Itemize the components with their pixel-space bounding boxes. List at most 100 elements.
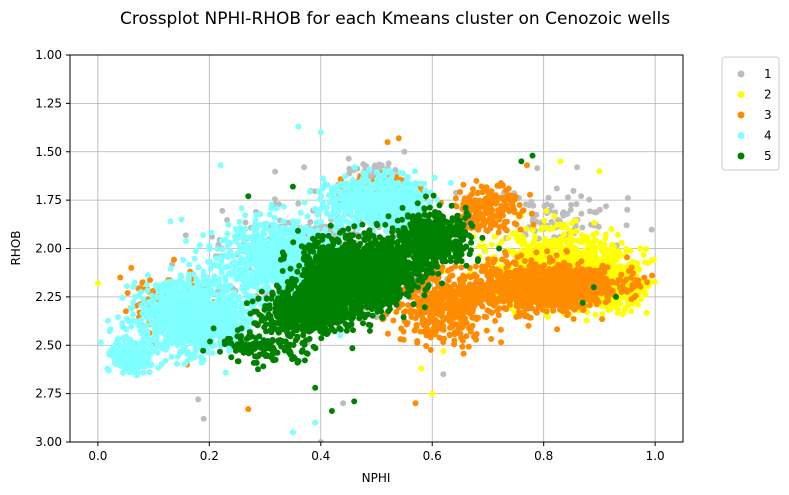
data-point-series-2 bbox=[599, 243, 606, 249]
data-point-series-3 bbox=[512, 295, 519, 302]
data-point-series-3 bbox=[628, 274, 635, 281]
data-point-series-3 bbox=[635, 277, 642, 284]
data-point-series-2 bbox=[640, 251, 647, 258]
data-point-series-2 bbox=[546, 226, 553, 233]
data-point-series-2 bbox=[491, 233, 498, 240]
data-point-series-3 bbox=[124, 290, 131, 296]
data-point-series-3 bbox=[447, 285, 454, 292]
data-point-series-2 bbox=[561, 222, 568, 229]
data-point-series-3 bbox=[619, 283, 626, 290]
data-point-series-4 bbox=[174, 360, 180, 367]
data-point-series-3 bbox=[492, 317, 499, 324]
data-point-series-4 bbox=[222, 369, 229, 376]
data-point-series-2 bbox=[551, 213, 558, 220]
data-point-series-3 bbox=[613, 280, 620, 286]
data-point-series-1 bbox=[317, 439, 324, 442]
data-point-series-1 bbox=[385, 160, 392, 167]
data-point-series-3 bbox=[565, 274, 572, 281]
data-point-series-3 bbox=[566, 267, 573, 273]
data-point-series-3 bbox=[488, 211, 495, 217]
data-point-series-2 bbox=[568, 220, 575, 227]
data-point-series-3 bbox=[390, 317, 397, 324]
data-point-series-3 bbox=[430, 310, 437, 317]
data-point-series-3 bbox=[530, 221, 537, 228]
data-point-series-2 bbox=[638, 296, 644, 303]
data-point-series-3 bbox=[457, 189, 463, 195]
data-point-series-2 bbox=[651, 278, 658, 285]
data-point-series-3 bbox=[582, 290, 589, 297]
data-point-series-3 bbox=[516, 213, 523, 220]
data-point-series-3 bbox=[448, 265, 455, 272]
data-point-series-3 bbox=[442, 293, 449, 300]
data-point-series-4 bbox=[107, 326, 114, 333]
data-point-series-3 bbox=[544, 248, 551, 255]
data-point-series-2 bbox=[523, 225, 530, 232]
data-point-series-2 bbox=[606, 270, 613, 277]
data-point-series-2 bbox=[518, 233, 525, 240]
data-point-series-3 bbox=[517, 226, 524, 233]
data-point-series-2 bbox=[634, 301, 641, 308]
data-point-series-2 bbox=[573, 245, 580, 252]
data-point-series-3 bbox=[556, 269, 563, 276]
data-point-series-3 bbox=[465, 325, 472, 332]
data-point-series-3 bbox=[471, 284, 478, 291]
data-point-series-1 bbox=[578, 193, 585, 200]
data-point-series-3 bbox=[487, 221, 494, 228]
data-point-series-2 bbox=[596, 168, 603, 175]
data-point-series-3 bbox=[499, 279, 505, 285]
data-point-series-2 bbox=[636, 266, 643, 273]
data-point-series-3 bbox=[516, 202, 523, 208]
data-point-series-3 bbox=[472, 263, 479, 270]
data-point-series-3 bbox=[576, 288, 583, 295]
data-point-series-3 bbox=[618, 289, 625, 295]
data-point-series-3 bbox=[521, 301, 528, 307]
data-point-series-3 bbox=[561, 289, 568, 296]
data-point-series-3 bbox=[563, 247, 570, 254]
data-point-series-3 bbox=[384, 330, 391, 337]
data-point-series-1 bbox=[295, 200, 302, 207]
data-point-series-3 bbox=[575, 261, 581, 268]
data-point-series-1 bbox=[271, 196, 278, 203]
data-point-series-1 bbox=[182, 232, 189, 239]
data-point-series-1 bbox=[440, 371, 447, 378]
data-point-series-4 bbox=[180, 256, 187, 263]
data-point-series-2 bbox=[616, 263, 623, 270]
data-point-series-3 bbox=[586, 302, 593, 309]
data-point-series-3 bbox=[423, 343, 430, 349]
data-point-series-2 bbox=[481, 243, 488, 250]
data-point-series-2 bbox=[561, 231, 568, 238]
data-point-series-3 bbox=[397, 336, 404, 343]
data-point-series-3 bbox=[591, 274, 597, 281]
data-point-series-3 bbox=[467, 298, 474, 305]
data-point-series-3 bbox=[490, 194, 497, 200]
data-point-series-3 bbox=[492, 200, 499, 207]
data-point-series-3 bbox=[483, 268, 490, 275]
data-point-series-3 bbox=[579, 305, 586, 312]
data-point-series-3 bbox=[649, 272, 656, 279]
data-point-series-2 bbox=[574, 237, 581, 244]
data-point-series-2 bbox=[537, 242, 544, 249]
data-point-series-3 bbox=[460, 181, 467, 188]
data-point-series-3 bbox=[497, 326, 504, 333]
data-point-series-2 bbox=[557, 158, 564, 165]
data-point-series-3 bbox=[540, 295, 547, 302]
data-point-series-2 bbox=[429, 390, 436, 397]
data-point-series-3 bbox=[495, 287, 502, 294]
data-point-series-3 bbox=[514, 303, 521, 310]
data-point-series-3 bbox=[424, 326, 431, 333]
data-point-series-3 bbox=[414, 338, 421, 344]
data-point-series-2 bbox=[615, 306, 621, 312]
data-point-series-3 bbox=[395, 135, 402, 142]
data-point-series-4 bbox=[130, 283, 137, 290]
data-point-series-3 bbox=[546, 258, 553, 265]
data-point-series-3 bbox=[471, 203, 478, 210]
data-point-series-3 bbox=[543, 308, 550, 315]
data-point-series-3 bbox=[593, 301, 600, 308]
data-point-series-3 bbox=[458, 264, 465, 271]
data-point-series-3 bbox=[465, 343, 472, 350]
data-point-series-3 bbox=[602, 299, 609, 306]
data-point-series-3 bbox=[457, 316, 464, 323]
data-point-series-3 bbox=[479, 263, 486, 270]
data-point-series-3 bbox=[605, 284, 612, 291]
data-point-series-3 bbox=[554, 326, 561, 333]
